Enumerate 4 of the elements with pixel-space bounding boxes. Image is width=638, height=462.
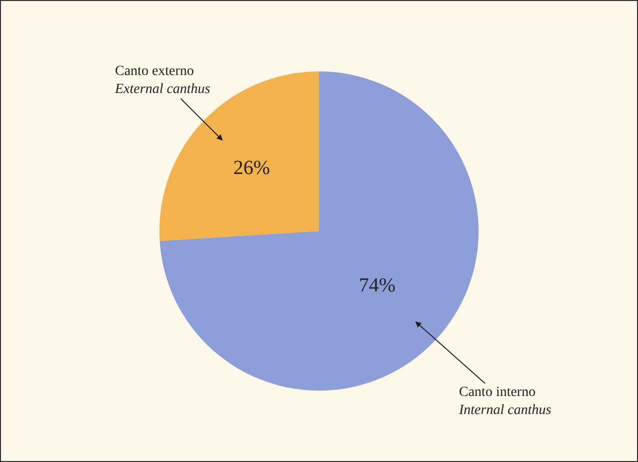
slice-label: Canto externo External canthus: [114, 64, 211, 98]
slice-label: Canto interno Internal canthus: [458, 385, 552, 418]
data-label: 74%: [358, 274, 396, 297]
data-label: 26%: [233, 156, 270, 179]
